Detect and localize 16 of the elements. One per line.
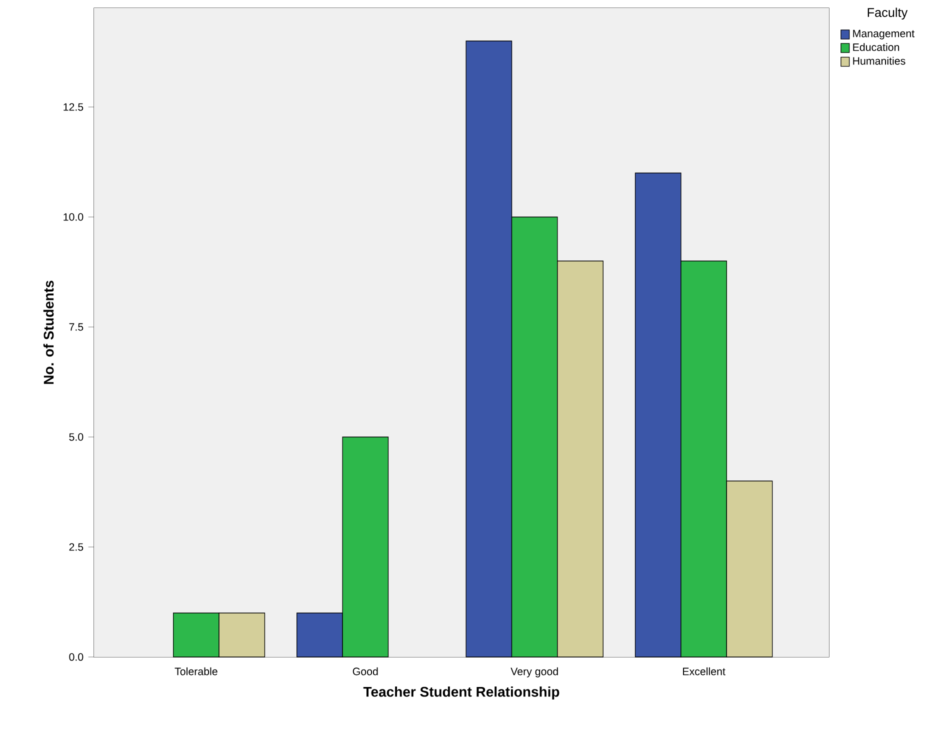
x-tick-label: Excellent <box>683 667 726 676</box>
legend-label: Humanities <box>853 56 906 65</box>
y-tick-label: 5.0 <box>69 433 84 441</box>
legend-label: Management <box>853 30 914 40</box>
legend-label: Education <box>853 43 900 51</box>
y-tick-label: 0.0 <box>69 653 84 661</box>
x-tick-label: Good <box>352 667 378 676</box>
x-axis-title: Teacher Student Relationship <box>363 686 560 700</box>
y-tick-label: 2.5 <box>69 543 84 551</box>
legend-title: Faculty <box>868 8 908 20</box>
y-tick-label: 7.5 <box>69 323 84 331</box>
x-tick-label: Tolerable <box>174 667 218 676</box>
y-tick-label: 10.0 <box>64 213 84 221</box>
x-tick-label: Very good <box>510 667 558 678</box>
y-axis-title: No. of Students <box>43 280 54 384</box>
y-tick-label: 12.5 <box>64 103 84 111</box>
